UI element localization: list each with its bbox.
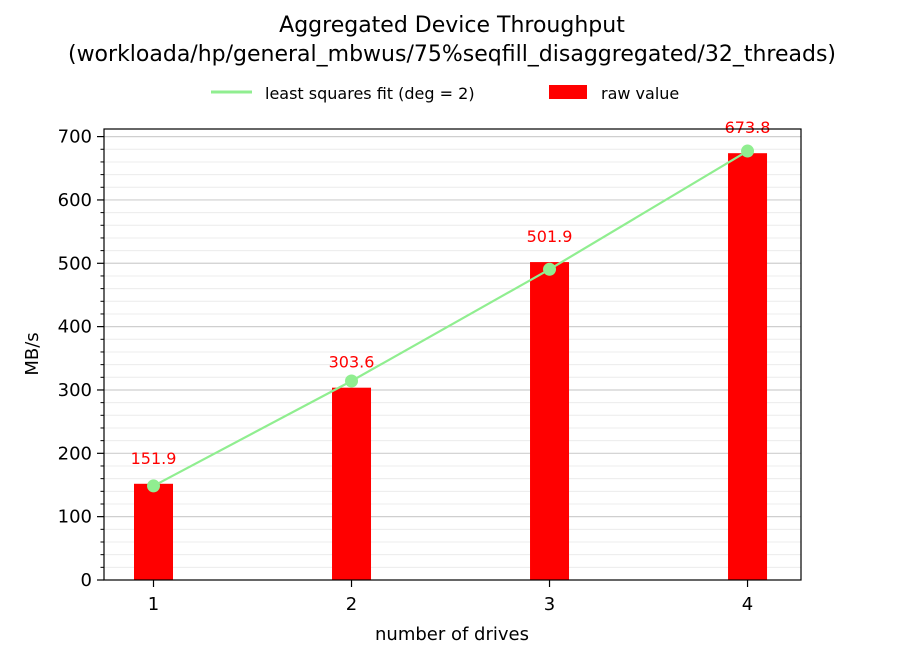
grid xyxy=(104,136,801,568)
y-tick-label: 500 xyxy=(58,253,92,274)
bar xyxy=(728,153,768,581)
y-tick-label: 600 xyxy=(58,190,92,211)
x-tick-label: 4 xyxy=(742,594,753,615)
y-tick-label: 100 xyxy=(58,507,92,528)
fit-line-path xyxy=(152,150,749,487)
legend-bar-swatch xyxy=(549,85,587,99)
bar-value-label: 673.8 xyxy=(725,118,771,137)
y-tick-label: 400 xyxy=(58,317,92,338)
legend: least squares fit (deg = 2) raw value xyxy=(211,84,679,103)
bar-value-label: 303.6 xyxy=(329,353,375,372)
fit-point xyxy=(543,262,557,276)
y-axis-label: MB/s xyxy=(22,332,43,375)
fit-point xyxy=(741,144,755,158)
y-tick-label: 0 xyxy=(81,570,92,591)
fit-line xyxy=(147,144,755,493)
x-tick-label: 1 xyxy=(148,594,159,615)
bar xyxy=(134,483,174,580)
bars xyxy=(134,153,768,581)
bar xyxy=(332,387,372,580)
legend-label-fit: least squares fit (deg = 2) xyxy=(265,84,475,103)
bar xyxy=(530,262,570,580)
x-axis-label: number of drives xyxy=(375,624,529,645)
bar-labels: 151.9 303.6 501.9 673.8 xyxy=(131,118,771,468)
bar-value-label: 501.9 xyxy=(527,227,573,246)
plot-frame xyxy=(103,128,802,581)
y-axis: 0 100 200 300 400 500 600 700 xyxy=(58,127,104,591)
chart-title: Aggregated Device Throughput xyxy=(279,13,625,38)
chart-subtitle: (workloada/hp/general_mbwus/75%seqfill_d… xyxy=(68,42,836,67)
y-tick-label: 200 xyxy=(58,443,92,464)
bar-value-label: 151.9 xyxy=(131,449,177,468)
legend-label-raw: raw value xyxy=(601,84,679,103)
y-tick-label: 300 xyxy=(58,380,92,401)
fit-point xyxy=(345,374,359,388)
x-tick-label: 3 xyxy=(544,594,555,615)
x-axis: 1 2 3 4 xyxy=(148,580,753,615)
x-tick-label: 2 xyxy=(346,594,357,615)
y-tick-label: 700 xyxy=(58,127,92,148)
fit-point xyxy=(147,479,161,493)
